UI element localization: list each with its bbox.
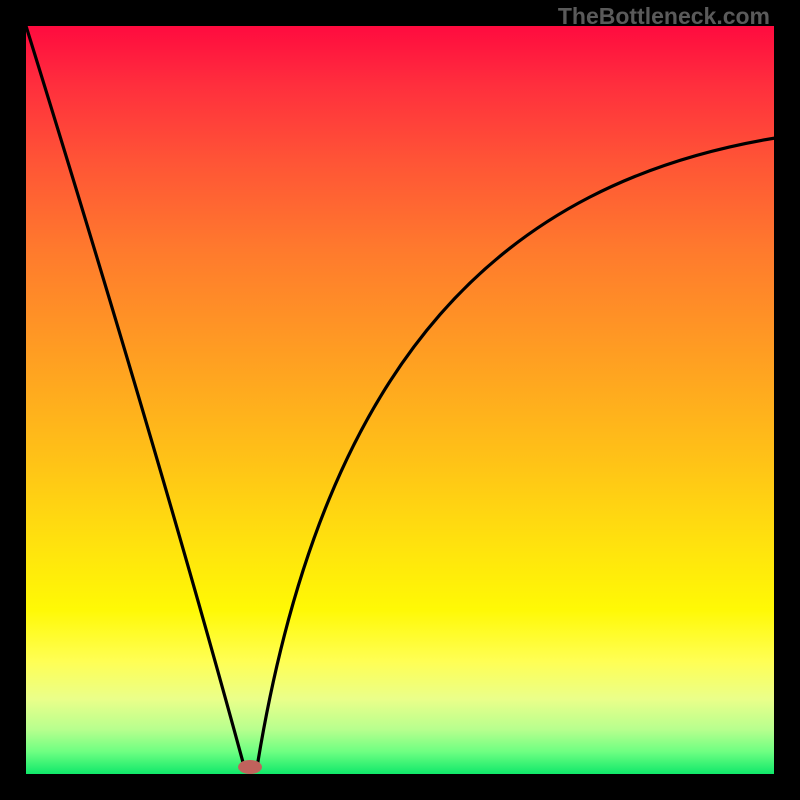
- nadir-marker: [238, 760, 262, 774]
- curve-left-branch: [26, 26, 243, 762]
- chart-frame: TheBottleneck.com: [0, 0, 800, 800]
- watermark-text: TheBottleneck.com: [558, 3, 770, 30]
- bottleneck-curve: [26, 26, 774, 774]
- plot-area: [26, 26, 774, 774]
- curve-right-branch: [258, 138, 774, 762]
